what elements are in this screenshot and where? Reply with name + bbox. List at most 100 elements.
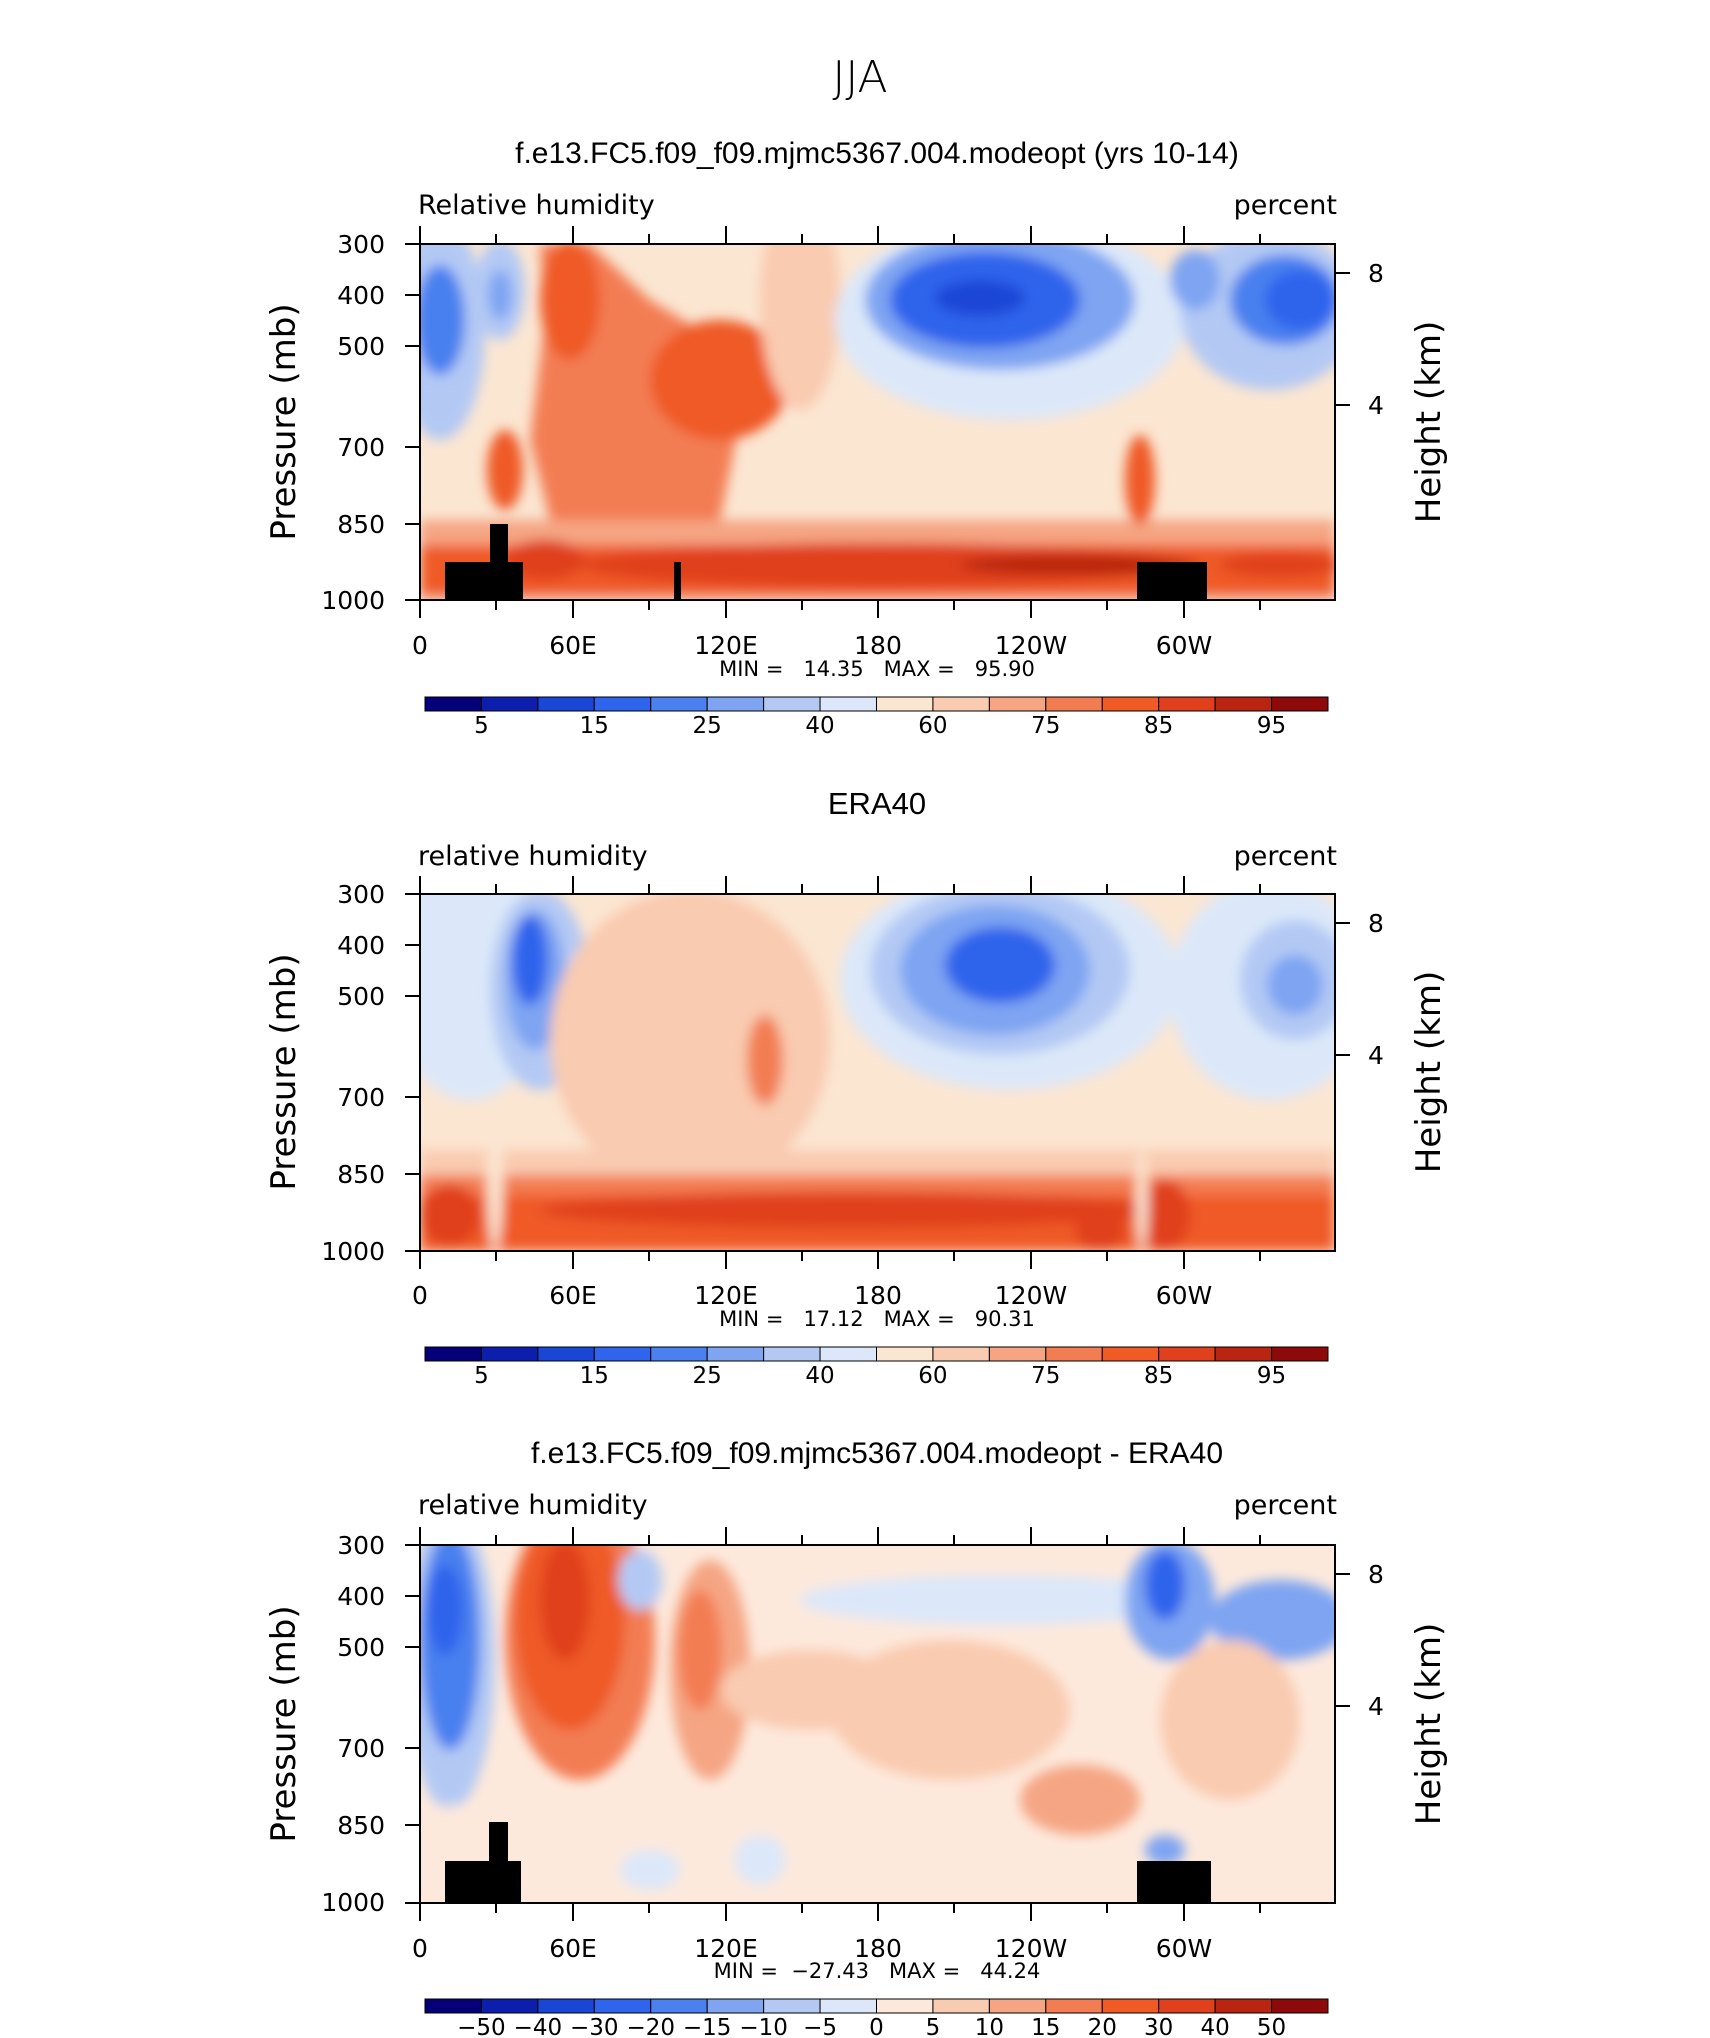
panel-1-x-tick-180: 180 [854, 631, 902, 660]
panel-2-units-label: percent [1234, 841, 1337, 872]
panel-2-x-tick-120w: 120W [995, 1281, 1067, 1310]
panel-3-colorbar-label: −30 [570, 2015, 619, 2038]
panel-1-y-tick-850: 850 [337, 510, 385, 539]
panel-1-colorbar-box [876, 696, 934, 712]
panel-1-colorbar-label: 5 [474, 713, 489, 739]
panel-2-x-tick-60e: 60E [549, 1281, 597, 1310]
panel-2-y-tick-500: 500 [337, 982, 385, 1011]
panel-3-x-tick-60e: 60E [549, 1934, 597, 1963]
panel-1-title: f.e13.FC5.f09_f09.mjmc5367.004.modeopt (… [515, 137, 1239, 170]
panel-2-variable-label: relative humidity [418, 841, 648, 872]
panel-3-colorbar-label: −15 [683, 2015, 732, 2038]
panel-2-colorbar-label: 85 [1144, 1363, 1173, 1389]
panel-1-right-axis-label: Height (km) [1409, 321, 1449, 524]
panel-3-colorbar-label: 0 [869, 2015, 884, 2038]
panel-1-y-axis-label: Pressure (mb) [264, 303, 304, 540]
panel-2-colorbar-box [706, 1346, 765, 1362]
panel-2-y-axis-label: Pressure (mb) [264, 953, 304, 1190]
panel-3-colorbar-box [706, 1998, 765, 2014]
panel-3-colorbar-label: 10 [975, 2015, 1004, 2038]
panel-3-colorbar-box [650, 1998, 708, 2014]
panel-1-colorbar-box [988, 696, 1047, 712]
panel-1-right-tick-8: 8 [1368, 259, 1384, 288]
panel-3-y-tick-400: 400 [337, 1582, 385, 1611]
panel-1-colorbar-box [819, 696, 877, 712]
panel-1-colorbar-label: 85 [1144, 713, 1173, 739]
panel-3-colorbar-label: 5 [926, 2015, 941, 2038]
panel-3-x-tick-120e: 120E [694, 1934, 758, 1963]
panel-1-x-tick-120e: 120E [694, 631, 758, 660]
panel-2-colorbar-label: 60 [918, 1363, 947, 1389]
panel-1-x-tick-0: 0 [412, 631, 428, 660]
panel-3-variable-label: relative humidity [418, 1490, 648, 1521]
panel-1: f.e13.FC5.f09_f09.mjmc5367.004.modeopt (… [264, 137, 1449, 739]
panel-3-colorbar-box [480, 1998, 539, 2014]
panel-1-colorbar-box [593, 696, 652, 712]
panel-1-colorbar-box [1158, 696, 1216, 712]
panel-2-x-tick-120e: 120E [694, 1281, 758, 1310]
panel-2-colorbar-label: 5 [474, 1363, 489, 1389]
panel-3-x-tick-0: 0 [412, 1934, 428, 1963]
panel-3-y-tick-500: 500 [337, 1633, 385, 1662]
panel-3-colorbar-label: 40 [1200, 2015, 1229, 2038]
panel-3-colorbar-box [763, 1998, 821, 2014]
panel-1-colorbar-box [1214, 696, 1273, 712]
panel-1-y-tick-1000: 1000 [321, 586, 385, 615]
panel-1-min-max: MIN = 14.35 MAX = 95.90 [719, 657, 1035, 681]
panel-1-colorbar-box [932, 696, 990, 712]
panel-3-colorbar-box [988, 1998, 1047, 2014]
panel-3-colorbar: −50 −40 −30 −20 −15 −10 −5 0 5 10 15 20 30 40 50 [424, 1998, 1329, 2038]
panel-2-x-tick-0: 0 [412, 1281, 428, 1310]
panel-3-x-tick-180: 180 [854, 1934, 902, 1963]
panel-3-y-tick-700: 700 [337, 1734, 385, 1763]
panel-2-min-max: MIN = 17.12 MAX = 90.31 [719, 1307, 1035, 1331]
panel-1-colorbar: 5 15 25 40 60 75 85 95 [424, 696, 1329, 739]
panel-1-y-tick-400: 400 [337, 281, 385, 310]
panel-1-colorbar-box [424, 696, 482, 712]
panel-2-colorbar-box [1045, 1346, 1103, 1362]
panel-1-y-tick-300: 300 [337, 230, 385, 259]
panel-1-colorbar-label: 95 [1257, 713, 1286, 739]
figure-season-title: JJA [832, 52, 887, 103]
panel-2-colorbar-box [932, 1346, 990, 1362]
panel-2-colorbar: 5 15 25 40 60 75 85 95 [424, 1346, 1329, 1389]
panel-2-colorbar-label: 40 [805, 1363, 834, 1389]
panel-3-colorbar-box [819, 1998, 877, 2014]
panel-2-right-tick-4: 4 [1368, 1041, 1384, 1070]
panel-3-colorbar-box [537, 1998, 595, 2014]
panel-2-colorbar-box [763, 1346, 821, 1362]
panel-2-colorbar-box [537, 1346, 595, 1362]
panel-3-colorbar-box [593, 1998, 652, 2014]
panel-1-contour-field [420, 244, 1335, 600]
panel-1-y-tick-700: 700 [337, 433, 385, 462]
panel-2-y-tick-1000: 1000 [321, 1237, 385, 1266]
panel-2-contour-field [420, 894, 1335, 1251]
panel-2-colorbar-label: 25 [693, 1363, 722, 1389]
panel-3-colorbar-label: 50 [1257, 2015, 1286, 2038]
panel-3-colorbar-box [1045, 1998, 1103, 2014]
panel-2-x-tick-180: 180 [854, 1281, 902, 1310]
panel-1-colorbar-box [537, 696, 595, 712]
panel-3-colorbar-label: −20 [626, 2015, 675, 2038]
panel-3-right-tick-4: 4 [1368, 1692, 1384, 1721]
panel-3-colorbar-box [1158, 1998, 1216, 2014]
panel-1-colorbar-label: 25 [693, 713, 722, 739]
panel-3-colorbar-box [424, 1998, 482, 2014]
panel-3-colorbar-label: 20 [1088, 2015, 1117, 2038]
panel-3-colorbar-label: −40 [514, 2015, 563, 2038]
panel-2-title: ERA40 [828, 786, 926, 821]
panel-1-variable-label: Relative humidity [418, 190, 655, 221]
panel-2-right-tick-8: 8 [1368, 909, 1384, 938]
panel-3-colorbar-box [1101, 1998, 1160, 2014]
panel-1-y-tick-500: 500 [337, 332, 385, 361]
panel-2-colorbar-label: 75 [1031, 1363, 1060, 1389]
panel-3-colorbar-label: −50 [457, 2015, 506, 2038]
panel-3-x-tick-120w: 120W [995, 1934, 1067, 1963]
panel-3-y-tick-850: 850 [337, 1811, 385, 1840]
panel-2: ERA40 relative humidity percent [264, 786, 1449, 1389]
panel-2-colorbar-box [819, 1346, 877, 1362]
panel-2-colorbar-box [650, 1346, 708, 1362]
panel-1-colorbar-box [650, 696, 708, 712]
panel-3-right-tick-8: 8 [1368, 1560, 1384, 1589]
panel-3-colorbar-box [1271, 1998, 1329, 2014]
